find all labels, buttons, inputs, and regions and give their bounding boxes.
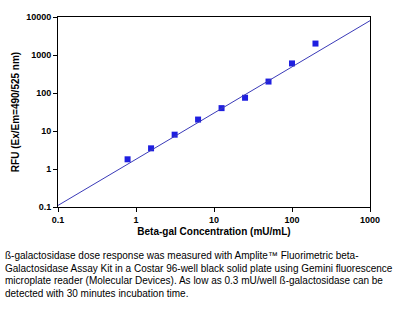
svg-text:1: 1 — [46, 164, 51, 174]
svg-text:0.1: 0.1 — [39, 202, 52, 212]
svg-text:10: 10 — [41, 126, 51, 136]
svg-text:1000: 1000 — [31, 50, 51, 60]
svg-text:1: 1 — [133, 215, 138, 225]
svg-text:0.1: 0.1 — [52, 215, 65, 225]
svg-text:10000: 10000 — [26, 12, 51, 22]
svg-text:1000: 1000 — [360, 215, 380, 225]
svg-text:Beta-gal Concentration (mU/mL): Beta-gal Concentration (mU/mL) — [137, 226, 290, 237]
svg-text:100: 100 — [36, 88, 51, 98]
html-text:ß-galactosidase dose response: ß-galactosidase dose response was measur… — [5, 250, 393, 299]
svg-text:10: 10 — [209, 215, 219, 225]
svg-text:RFU (Ex/Em=490/525 nm): RFU (Ex/Em=490/525 nm) — [10, 52, 21, 172]
svg-text:100: 100 — [284, 215, 299, 225]
